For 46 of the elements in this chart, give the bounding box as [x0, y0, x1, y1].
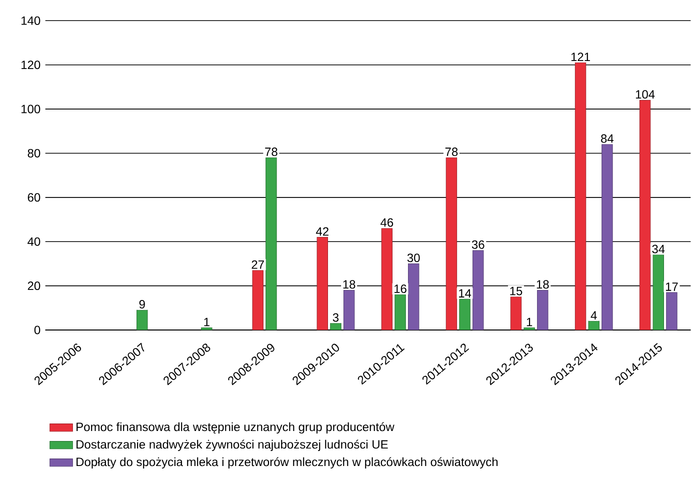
data-label: 14 — [459, 289, 472, 298]
data-label: 18 — [536, 280, 549, 289]
bar — [574, 62, 586, 330]
data-label: 34 — [652, 244, 665, 254]
y-tick-label: 80 — [28, 148, 40, 158]
y-tick-label: 100 — [22, 104, 40, 114]
bar — [602, 144, 613, 330]
bar — [652, 254, 664, 330]
bar — [252, 270, 264, 330]
data-label: 27 — [252, 260, 264, 269]
data-label: 78 — [445, 148, 458, 156]
data-label: 3 — [332, 313, 339, 322]
data-label: 78 — [265, 148, 278, 156]
legend-label: Pomoc finansowa dla wstępnie uznanych grup producentów — [76, 422, 394, 434]
bar — [316, 236, 328, 330]
y-tick-label: 0 — [34, 326, 40, 334]
data-label: 46 — [380, 218, 394, 227]
bar — [639, 100, 651, 330]
bar — [381, 228, 393, 330]
data-label: 84 — [601, 134, 614, 143]
bar — [408, 263, 420, 330]
data-label: 30 — [407, 254, 420, 262]
y-tick-label: 40 — [28, 237, 40, 246]
y-tick-label: 20 — [28, 282, 40, 290]
data-label: 104 — [636, 90, 655, 99]
data-label: 42 — [316, 227, 328, 236]
bar — [472, 250, 484, 330]
bar — [537, 290, 548, 330]
legend-label: Dostarczanie nadwyżek żywności najuboższej ludności UE — [76, 440, 388, 452]
y-tick-label: 140 — [22, 16, 40, 25]
data-label: 16 — [394, 284, 406, 294]
data-label: 17 — [666, 282, 678, 291]
data-label: 4 — [590, 311, 597, 320]
data-label: 1 — [204, 318, 210, 326]
data-label: 1 — [526, 318, 532, 326]
data-label: 9 — [139, 300, 145, 309]
bar — [136, 310, 148, 330]
data-label: 36 — [472, 240, 484, 249]
data-label: 18 — [343, 280, 356, 289]
data-label: 15 — [510, 286, 522, 296]
y-tick-label: 120 — [22, 60, 40, 70]
bar — [666, 292, 678, 330]
data-label: 121 — [571, 52, 590, 62]
bar — [343, 290, 355, 330]
y-tick-label: 60 — [28, 193, 40, 202]
legend-label: Dopłaty do spożycia mleka i przetworów mlecznych w placówkach oświatowych — [76, 457, 498, 469]
